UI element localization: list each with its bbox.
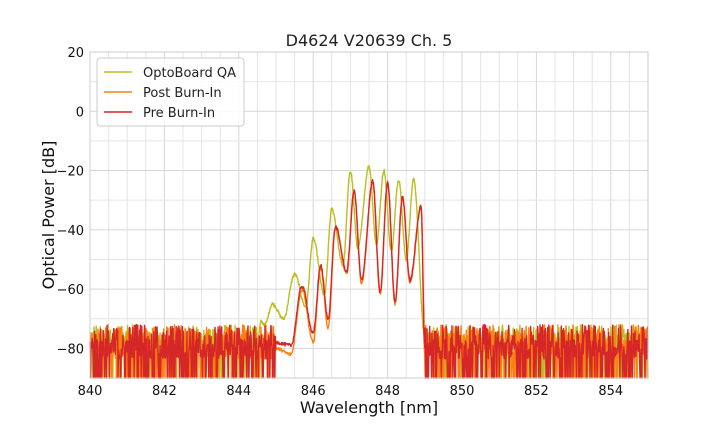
legend-label-post-burn-in: Post Burn-In: [143, 86, 222, 101]
x-tick-label: 840: [78, 384, 103, 399]
x-tick-label: 848: [375, 384, 400, 399]
x-tick-label: 842: [152, 384, 177, 399]
x-axis-label: Wavelength [nm]: [300, 398, 438, 417]
x-tick-label: 854: [598, 384, 623, 399]
y-tick-label: −20: [57, 165, 84, 180]
y-tick-labels: 20 0 −20 −40 −60 −80: [57, 46, 84, 357]
y-tick-label: 0: [76, 105, 84, 120]
x-tick-label: 844: [226, 384, 251, 399]
x-tick-labels: 840 842 844 846 848 850 852 854: [78, 384, 624, 399]
x-tick-label: 846: [301, 384, 326, 399]
chart-title: D4624 V20639 Ch. 5: [286, 31, 453, 50]
legend-box: [96, 57, 245, 127]
y-tick-label: −80: [57, 342, 84, 357]
y-tick-label: 20: [67, 46, 84, 61]
y-tick-label: −60: [57, 283, 84, 298]
series-layer: [89, 165, 649, 379]
legend-label-pre-burn-in: Pre Burn-In: [143, 106, 215, 121]
x-tick-label: 850: [450, 384, 475, 399]
legend: OptoBoard QA Post Burn-In Pre Burn-In: [96, 57, 245, 127]
legend-label-optoboard-qa: OptoBoard QA: [143, 66, 236, 81]
series-line-pre-burn-in: [89, 179, 649, 379]
plot-frame: [89, 51, 649, 379]
y-axis-label: Optical Power [dB]: [39, 141, 58, 290]
x-tick-label: 852: [524, 384, 549, 399]
y-tick-label: −40: [57, 224, 84, 239]
